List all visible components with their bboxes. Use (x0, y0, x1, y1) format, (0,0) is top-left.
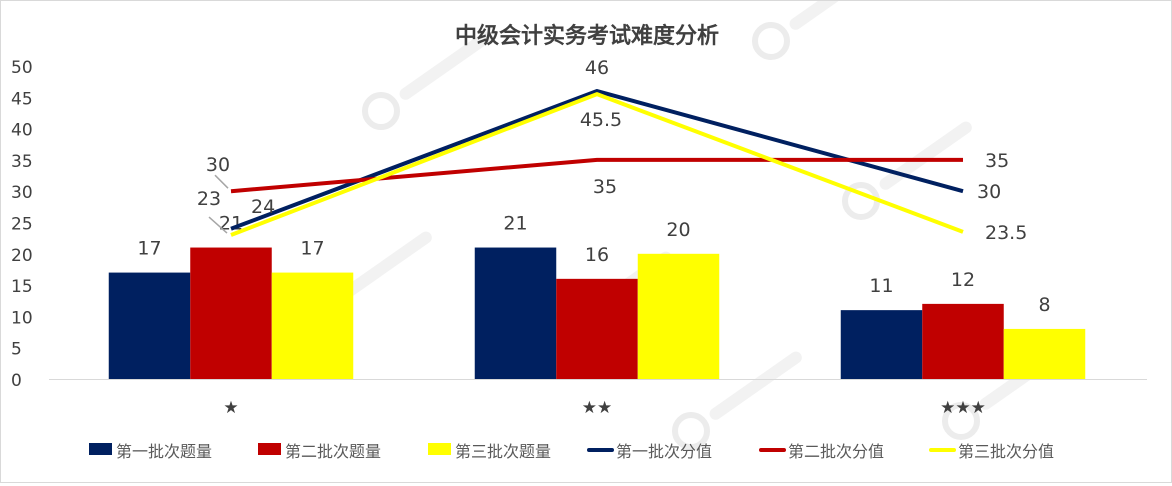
watermark-logo-icon (362, 92, 400, 130)
y-tick-label: 45 (11, 89, 33, 109)
leader-line (208, 216, 228, 234)
bar-data-label: 11 (869, 275, 893, 297)
bar (556, 278, 638, 379)
legend-label: 第二批次分值 (788, 442, 884, 461)
watermark-band (709, 351, 802, 420)
watermark-logo-icon (942, 402, 980, 440)
bar-data-label: 21 (219, 213, 243, 235)
bar (108, 272, 191, 379)
y-tick-label: 30 (11, 183, 33, 203)
legend-swatch (258, 443, 281, 455)
bar-data-label: 21 (503, 213, 527, 235)
watermark-logo-icon (672, 412, 710, 450)
line-series (230, 157, 963, 194)
y-tick-label: 50 (11, 58, 33, 78)
y-tick-label: 20 (11, 246, 33, 266)
watermark-logo-icon (752, 22, 790, 60)
line-data-label: 30 (977, 181, 1001, 203)
bar-data-label: 16 (585, 244, 609, 266)
bar (637, 253, 720, 379)
y-tick-label: 5 (11, 340, 22, 360)
legend-label: 第一批次分值 (616, 442, 712, 461)
bar (271, 272, 354, 379)
line-data-label: 35 (985, 150, 1009, 172)
x-tick-label: ★★ (582, 398, 612, 418)
y-tick-label: 40 (11, 121, 33, 141)
bar-data-label: 12 (951, 269, 975, 291)
bar-data-label: 20 (666, 219, 690, 241)
legend-label: 第三批次题量 (455, 442, 551, 461)
bar-data-label: 8 (1038, 294, 1050, 316)
bar-data-label: 17 (300, 238, 324, 260)
legend-label: 第一批次题量 (116, 442, 212, 461)
y-tick-label: 25 (11, 215, 33, 235)
line-series (230, 92, 964, 237)
line-series (230, 89, 964, 231)
line-data-label: 35 (593, 176, 617, 198)
x-tick-label: ★ (223, 398, 238, 418)
bar (922, 303, 1004, 379)
y-tick-label: 0 (11, 371, 22, 391)
watermark-band (789, 0, 882, 30)
y-tick-label: 10 (11, 308, 33, 328)
legend-swatch (428, 443, 451, 455)
x-tick-label: ★★★ (940, 398, 986, 418)
bar (840, 310, 923, 379)
bar (1003, 328, 1086, 379)
y-tick-label: 35 (11, 152, 33, 172)
bar (190, 247, 272, 379)
line-data-label: 46 (585, 57, 609, 79)
line-data-label: 24 (251, 196, 275, 218)
line-data-label: 23.5 (985, 222, 1027, 244)
watermark-band (399, 31, 492, 100)
watermark-band (339, 231, 432, 300)
line-data-label: 45.5 (580, 109, 622, 131)
line-data-label: 23 (197, 188, 221, 210)
bar (474, 247, 557, 379)
y-tick-label: 15 (11, 277, 33, 297)
bar-data-label: 17 (137, 238, 161, 260)
legend-swatch (89, 443, 112, 455)
chart-title: 中级会计实务考试难度分析 (455, 23, 719, 49)
legend-label: 第三批次分值 (958, 442, 1054, 461)
leader-line (214, 174, 229, 189)
legend-label: 第二批次题量 (285, 442, 381, 461)
line-data-label: 30 (206, 154, 230, 176)
